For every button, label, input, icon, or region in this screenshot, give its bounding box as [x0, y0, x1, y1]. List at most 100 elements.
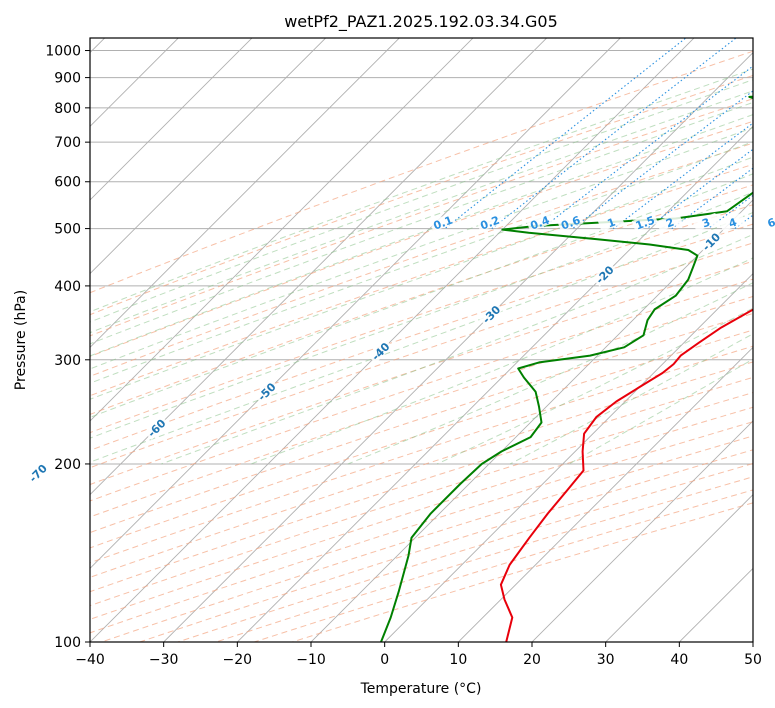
isotherm-line [90, 38, 621, 569]
isotherm-label-halo [253, 378, 279, 404]
y-tick-label: 200 [54, 457, 81, 473]
dry-adiabat-line [90, 242, 753, 469]
moist-adiabat-line [90, 101, 753, 345]
moist-adiabat-line [90, 68, 753, 313]
dry-adiabat-line [90, 120, 753, 357]
mixing-ratio-label: 6 [766, 216, 775, 231]
y-tick-label: 500 [54, 222, 81, 238]
chart-title: wetPf2_PAZ1.2025.192.03.34.G05 [284, 12, 558, 32]
mixing-ratio-label-group: 1 [597, 212, 625, 232]
mixing-ratio-label-halo [656, 212, 683, 232]
mixing-ratio-label: 0.6 [559, 214, 582, 233]
mixing-ratio-label-group: 0.1 [429, 212, 456, 233]
mixing-ratio-label-halo [719, 212, 746, 232]
x-tick-label: 50 [744, 652, 762, 668]
mixing-ratio-label-halo [597, 212, 625, 232]
mixing-ratio-label: 0.1 [432, 214, 455, 233]
y-tick-label: 100 [54, 635, 81, 651]
mixing-ratio-label-halo [429, 212, 456, 232]
mixing-ratio-label-group: 0.4 [526, 212, 553, 233]
x-tick-label: 40 [670, 652, 688, 668]
mixing-ratio-label-halo [631, 212, 658, 232]
isotherm-line [310, 199, 753, 642]
dry-adiabat-line [90, 376, 753, 593]
moist-adiabat-line [90, 141, 753, 384]
mixing-ratio-label: 0.2 [479, 214, 502, 233]
dry-adiabat-line [90, 74, 753, 316]
y-tick-label: 700 [54, 135, 81, 151]
background-lines [90, 38, 753, 642]
isotherm-line [384, 273, 753, 642]
isotherm-line [90, 38, 327, 275]
x-tick-label: −20 [223, 652, 253, 668]
mixing-ratio-label: 1 [606, 216, 618, 231]
mixing-ratio-line [646, 148, 753, 230]
mixing-ratio-line [444, 38, 687, 230]
y-tick-label: 800 [54, 101, 81, 117]
mixing-ratio-label-halo [476, 212, 503, 232]
isotherm-line [90, 38, 400, 348]
x-tick-label: −40 [75, 652, 105, 668]
moist-adiabat-line [90, 79, 753, 323]
mixing-ratio-label-group: 1.5 [631, 212, 658, 233]
isotherm-label-halo [478, 301, 504, 327]
moist-adiabat-line [90, 173, 753, 418]
dry-adiabat-line [90, 312, 753, 534]
moist-adiabat-line [90, 127, 753, 370]
isotherm-label-halo [25, 460, 50, 486]
mixing-ratio-label-group: 2 [656, 212, 683, 232]
mixing-ratio-label-halo [526, 212, 553, 232]
mixing-ratio-label-group: 3 [692, 212, 719, 232]
isotherm-line [90, 38, 548, 496]
y-tick-label: 900 [54, 71, 81, 87]
y-tick-label: 400 [54, 279, 81, 295]
isotherm-line [90, 38, 253, 201]
moist-adiabat-line [347, 282, 753, 465]
moist-adiabat-line [250, 257, 753, 465]
dry-adiabat-line [90, 329, 753, 549]
x-tick-label: 10 [449, 652, 467, 668]
dewpoint-line [380, 95, 753, 642]
moist-adiabat-line [90, 156, 753, 400]
isotherm-label-halo [591, 261, 617, 287]
mixing-ratio-label-group: 0.6 [557, 212, 584, 233]
isotherm-label-halo [143, 415, 169, 441]
dry-adiabat-line [90, 278, 753, 502]
mixing-ratio-line [491, 38, 737, 230]
x-tick-label: 20 [523, 652, 541, 668]
mixing-ratio-label-halo [557, 212, 584, 232]
mixing-ratio-label: 2 [664, 216, 676, 231]
x-tick-label: 0 [380, 652, 389, 668]
dry-adiabat-line [90, 204, 753, 434]
mixing-ratio-label-group: 0.2 [476, 212, 503, 233]
moist-adiabat-line [90, 114, 753, 357]
y-tick-label: 300 [54, 353, 81, 369]
plot-frame [89, 37, 754, 643]
dry-adiabat-line [90, 50, 753, 294]
mixing-ratio-label: 1.5 [634, 214, 657, 233]
x-tick-label: −10 [296, 652, 326, 668]
isotherm-label-halo [367, 338, 393, 364]
isotherm-line [531, 420, 753, 642]
mixing-ratio-line [572, 90, 753, 230]
dry-adiabat-line [90, 345, 753, 564]
mixing-ratio-label-halo [758, 212, 775, 232]
dry-adiabat-line [90, 392, 753, 607]
y-axis-title: Pressure (hPa) [13, 290, 29, 390]
x-tick-label: 30 [597, 652, 615, 668]
mixing-ratio-label-group: 4 [719, 212, 746, 232]
mixing-ratio-label-halo [692, 212, 719, 232]
mixing-ratio-label: 3 [700, 216, 712, 231]
x-tick-label: −30 [149, 652, 179, 668]
mixing-ratio-label: 4 [727, 216, 739, 231]
isotherm-line [90, 38, 474, 422]
profile-lines [380, 95, 753, 642]
dry-adiabat-line [90, 98, 753, 337]
isotherm-line [163, 52, 753, 642]
moist-adiabat-line [90, 211, 753, 463]
x-axis-title: Temperature (°C) [360, 681, 482, 697]
axes: −40 −30 −20 −10 0 10 20 30 40 50 100 200 300 400 500 60… [45, 44, 762, 668]
isotherm-line [236, 125, 753, 642]
y-tick-label: 600 [54, 175, 81, 191]
